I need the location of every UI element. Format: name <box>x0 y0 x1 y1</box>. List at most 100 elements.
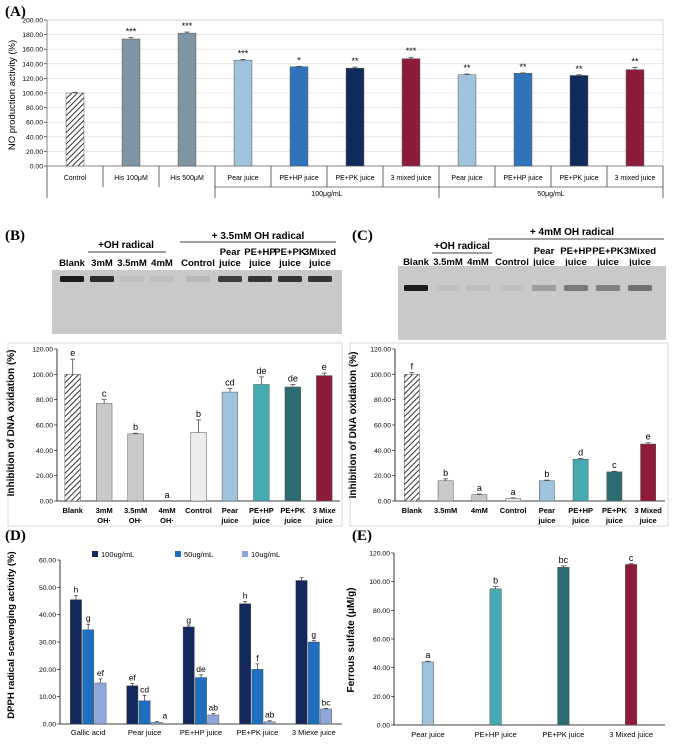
x-tick-label: 3.5mM <box>434 506 457 515</box>
chart-d: DPPH radical scavenging activity (%) 100… <box>6 550 342 737</box>
y-tick-label: 40.00 <box>36 448 53 455</box>
chart-c: Inhibition of DNA oxidation (%) 0.00 20.0… <box>348 342 669 527</box>
bar <box>307 641 320 725</box>
bar <box>320 708 332 725</box>
significance-label: cd <box>225 377 235 387</box>
y-tick-label: 0.00 <box>30 164 43 171</box>
y-tick-label: 40.00 <box>39 612 56 619</box>
y-tick-label: 100.00 <box>369 579 390 586</box>
gel-lane-label: juice <box>628 257 651 268</box>
significance-label: f <box>411 361 414 371</box>
y-tick-label: 40.00 <box>26 134 43 141</box>
gel-lane-label: juice <box>278 258 301 269</box>
gel-lane-label: Control <box>495 257 529 268</box>
y-tick-label: 60.00 <box>26 120 43 127</box>
gel-band <box>596 285 620 291</box>
y-tick-label: 100.00 <box>32 372 53 379</box>
legend-label: 100ug/mL <box>101 550 134 559</box>
gel-c-image <box>398 266 666 340</box>
significance-label: * <box>297 55 301 65</box>
gel-band <box>436 285 460 291</box>
y-tick-label: 60.00 <box>39 558 56 565</box>
x-tick-label: His 500μM <box>170 175 204 182</box>
x-tick-label: Blank <box>402 506 423 515</box>
y-tick-label: 20.00 <box>374 473 391 480</box>
panel-label-c: (C) <box>352 228 373 244</box>
significance-label: g <box>311 630 316 640</box>
significance-label: h <box>243 591 248 601</box>
bar <box>177 32 197 167</box>
bar <box>316 375 333 502</box>
significance-label: a <box>425 650 430 660</box>
y-tick-label: 0.00 <box>40 499 53 506</box>
gel-band <box>564 285 588 291</box>
gel-band <box>532 285 556 291</box>
significance-label: de <box>256 366 266 376</box>
gel-lane-label: PE+HP <box>244 247 276 258</box>
gel-lane-label: juice <box>308 258 331 269</box>
chart-d-y-axis-label: DPPH radical scavenging activity (%) <box>6 551 17 718</box>
chart-frame <box>7 342 343 527</box>
y-tick-label: 200.00 <box>22 18 43 25</box>
gel-b-oh-label: +OH radical <box>98 240 154 251</box>
gel-band <box>150 276 174 282</box>
group-label: 100μg/mL <box>311 191 342 198</box>
significance-label: de <box>288 373 298 383</box>
significance-label: *** <box>182 21 193 31</box>
chart-e: Ferrous sulfate (μM/g) 0.00 20.00 40.00 60.… <box>346 551 665 739</box>
gel-band <box>90 276 114 282</box>
bar <box>289 66 309 167</box>
bar <box>70 599 82 725</box>
significance-label: ** <box>351 56 359 66</box>
x-tick-label: 3.5mM <box>124 506 147 515</box>
gel-band <box>628 285 652 291</box>
bar <box>127 433 144 502</box>
x-tick-label: juice <box>571 516 589 525</box>
gel-b-top-label: + 3.5mM OH radical <box>212 231 305 242</box>
x-tick-label: 4mM <box>471 506 488 515</box>
significance-label: a <box>163 711 168 721</box>
significance-label: g <box>86 613 91 623</box>
significance-label: bc <box>322 697 332 707</box>
x-tick-label: Pear juice <box>451 175 482 182</box>
significance-label: f <box>256 653 259 663</box>
panel-label-e: (E) <box>352 528 372 544</box>
x-tick-label: 3 mixed juice <box>615 175 656 182</box>
x-tick-label: PE+HP juice <box>180 728 222 737</box>
gel-lane-label: juice <box>596 257 619 268</box>
x-tick-label: OH· <box>129 516 143 525</box>
x-tick-label: Pear <box>222 506 238 515</box>
gel-band <box>404 285 428 291</box>
significance-label: c <box>612 460 617 470</box>
chart-a-y-axis-label: NO production activity (%) <box>7 40 18 150</box>
x-tick-label: Blank <box>63 506 84 515</box>
x-tick-label: OH· <box>160 516 174 525</box>
y-tick-label: 30.00 <box>39 640 56 647</box>
significance-label: e <box>322 362 327 372</box>
gel-lane-label: PE+PK <box>592 246 624 257</box>
x-tick-label: Pear juice <box>128 728 161 737</box>
significance-label: a <box>511 487 516 497</box>
x-tick-label: PE+PK <box>280 506 305 515</box>
gel-lane-label: 3Mixed <box>304 247 336 258</box>
x-tick-label: Pear juice <box>411 730 444 739</box>
y-tick-label: 0.00 <box>43 722 56 729</box>
x-tick-label: PE+HP juice <box>475 730 517 739</box>
gel-c-top-label: + 4mM OH radical <box>530 227 614 238</box>
significance-label: ** <box>519 62 527 72</box>
x-tick-label: Gallic acid <box>71 728 106 737</box>
y-tick-label: 80.00 <box>374 397 391 404</box>
x-tick-label: juice <box>283 516 301 525</box>
bar <box>207 714 220 725</box>
y-tick-label: 160.00 <box>22 47 43 54</box>
bar <box>437 480 454 502</box>
gel-lane-label: Pear <box>534 246 555 257</box>
y-tick-label: 20.00 <box>373 694 390 701</box>
chart-e-y-axis-label: Ferrous sulfate (μM/g) <box>346 587 357 692</box>
y-tick-label: 120.00 <box>32 347 53 354</box>
x-tick-label: Pear juice <box>227 175 258 182</box>
gel-lane-label: Blank <box>59 258 86 269</box>
x-tick-label: Control <box>64 175 87 182</box>
bar <box>457 74 477 167</box>
gel-band <box>218 276 242 282</box>
